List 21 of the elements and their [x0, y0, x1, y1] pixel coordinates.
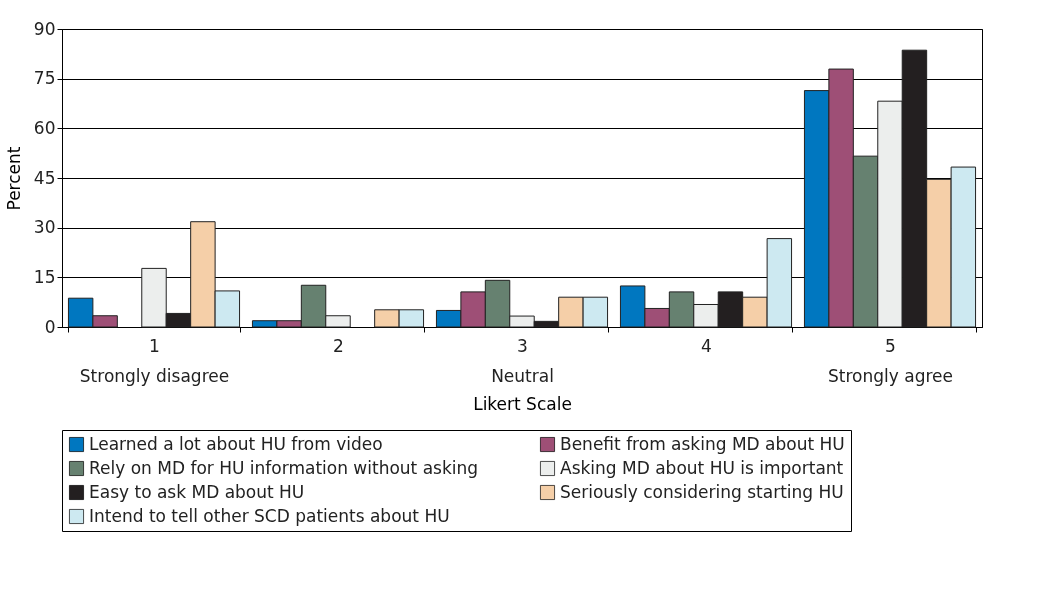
y-tick-label: 90	[33, 18, 56, 39]
y-tick-label: 45	[33, 167, 56, 188]
y-axis-title: Percent	[3, 146, 24, 211]
legend-label: Seriously considering starting HU	[560, 481, 844, 502]
x-tick-label: 3 Neutral	[491, 335, 554, 386]
legend-label: Learned a lot about HU from video	[89, 433, 383, 454]
x-tick-label: 1 Strongly disagree	[79, 335, 230, 386]
y-tick-label: 0	[44, 316, 56, 337]
legend-label: Rely on MD for HU information without asking	[89, 457, 479, 478]
legend-label: Easy to ask MD about HU	[89, 481, 305, 502]
y-tick-label: 30	[33, 217, 56, 238]
y-tick-label: 15	[33, 266, 56, 287]
legend-label: Asking MD about HU is important	[560, 457, 844, 478]
legend-label: Intend to tell other SCD patients about HU	[89, 505, 450, 526]
x-tick-label: 2	[333, 335, 344, 356]
y-tick-label: 75	[33, 68, 56, 89]
x-tick-label: 5 Strongly agree	[828, 335, 953, 386]
y-tick-label: 60	[33, 117, 56, 138]
x-tick-label: 4	[701, 335, 712, 356]
x-axis-title: Likert Scale	[473, 393, 572, 414]
legend-label: Benefit from asking MD about HU	[560, 433, 845, 454]
